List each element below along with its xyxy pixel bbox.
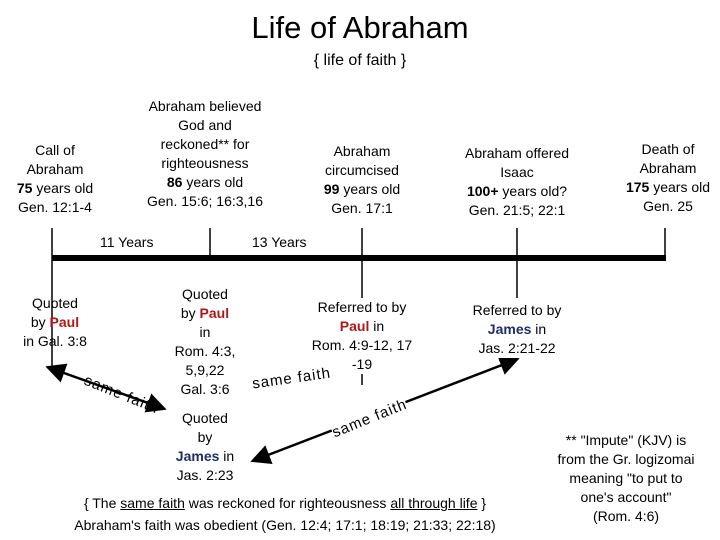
- text: Quoted: [182, 286, 228, 302]
- name: Paul: [199, 305, 230, 321]
- text: reckoned** for: [160, 136, 250, 152]
- text: Abraham: [26, 161, 84, 177]
- text: in: [373, 318, 385, 334]
- reference: Gen. 21:5; 22:1: [468, 202, 566, 218]
- text: years old: [36, 180, 94, 196]
- text: Abraham's faith was obedient (Gen. 12:4;…: [74, 517, 496, 533]
- summary: { The same faith was reckoned for righte…: [0, 492, 570, 536]
- text: same faith: [120, 495, 185, 511]
- text: meaning "to put to: [569, 470, 683, 486]
- text: in: [199, 324, 211, 340]
- age: 100+: [466, 183, 499, 199]
- text: Referred to by: [317, 299, 407, 315]
- text: by: [30, 314, 46, 330]
- text: in: [223, 448, 235, 464]
- text: righteousness: [161, 155, 249, 171]
- text: ** "Impute" (KJV) is: [565, 432, 687, 448]
- reference: Rom. 4:9-12, 17: [311, 337, 413, 353]
- title: Life of Abraham: [251, 10, 469, 45]
- event: Call of Abraham 75 years old Gen. 12:1-4: [17, 141, 93, 217]
- event: Abraham believed God and reckoned** for …: [147, 97, 263, 211]
- quote: Quoted by Paul in Gal. 3:8: [23, 294, 87, 351]
- quote: Quoted by James in Jas. 2:23: [176, 409, 234, 485]
- text: was reckoned for righteousness: [188, 495, 387, 511]
- age: 99: [323, 181, 340, 197]
- text: by: [180, 305, 196, 321]
- text: years old: [343, 181, 401, 197]
- reference: Jas. 2:21-22: [478, 340, 556, 356]
- reference: Gen. 12:1-4: [18, 199, 92, 215]
- name: James: [487, 321, 532, 337]
- text: Abraham offered: [464, 145, 570, 161]
- text: in: [535, 321, 547, 337]
- age: 75: [16, 180, 33, 196]
- text: Abraham: [333, 143, 391, 159]
- quote: Referred to by James in Jas. 2:21-22: [472, 301, 562, 358]
- quote: Quoted by Paul in Rom. 4:3, 5,9,22 Gal. …: [175, 285, 236, 399]
- interval-label: 11 Years: [100, 234, 154, 250]
- text: circumcised: [325, 162, 399, 178]
- reference: Rom. 4:3,: [174, 343, 236, 359]
- reference: Jas. 2:23: [176, 467, 234, 483]
- age: 175: [625, 179, 650, 195]
- text: Quoted: [182, 410, 228, 426]
- text: all through life: [390, 495, 478, 511]
- text: Call of: [35, 142, 75, 158]
- text: Quoted: [32, 295, 78, 311]
- reference: 5,9,22: [185, 362, 225, 378]
- reference: Gen. 17:1: [331, 200, 393, 216]
- quote: Referred to by Paul in Rom. 4:9-12, 17 -…: [311, 298, 413, 374]
- subtitle: { life of faith }: [313, 52, 407, 69]
- name: Paul: [339, 318, 370, 334]
- reference: Gal. 3:6: [180, 381, 230, 397]
- text: Abraham: [639, 160, 697, 176]
- text: years old?: [502, 183, 568, 199]
- text: by: [197, 429, 213, 445]
- text: (Rom. 4:6): [592, 508, 660, 524]
- name: James: [175, 448, 220, 464]
- event: Abraham circumcised 99 years old Gen. 17…: [324, 142, 400, 218]
- reference: Gen. 25: [643, 198, 693, 214]
- footnote: ** "Impute" (KJV) is from the Gr. logizo…: [558, 431, 695, 526]
- text: }: [481, 495, 487, 511]
- interval-label: 13 Years: [252, 234, 307, 250]
- age: 86: [166, 174, 183, 190]
- name: Paul: [49, 314, 80, 330]
- text: one's account": [580, 489, 672, 505]
- event: Abraham offered Isaac 100+ years old? Ge…: [465, 144, 569, 220]
- text: years old: [186, 174, 244, 190]
- text: from the Gr. logizomai: [557, 451, 695, 467]
- text: years old: [653, 179, 711, 195]
- reference: Gen. 15:6; 16:3,16: [147, 193, 263, 209]
- reference: in Gal. 3:8: [23, 333, 87, 349]
- text: { The: [83, 495, 117, 511]
- text: God and: [178, 117, 232, 133]
- reference: -19: [351, 356, 373, 372]
- text: Death of: [641, 141, 695, 157]
- text: Referred to by: [472, 302, 562, 318]
- text: Abraham believed: [148, 98, 262, 114]
- text: Isaac: [500, 164, 534, 180]
- event: Death of Abraham 175 years old Gen. 25: [626, 140, 710, 216]
